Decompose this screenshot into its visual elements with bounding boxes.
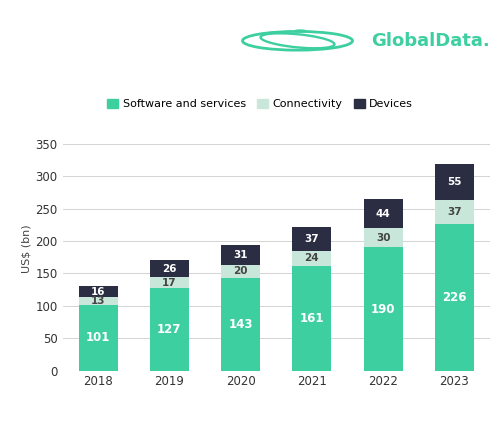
Text: Global IoT revenue by: Global IoT revenue by — [15, 12, 179, 25]
Bar — [221, 278, 260, 371]
Text: 101: 101 — [86, 332, 110, 344]
Text: technology segment ($bn),: technology segment ($bn), — [15, 36, 218, 49]
Text: 44: 44 — [376, 209, 390, 219]
Bar — [292, 266, 332, 371]
Text: 26: 26 — [162, 264, 176, 274]
Text: 17: 17 — [162, 278, 176, 288]
Text: 190: 190 — [371, 303, 396, 315]
Bar — [78, 297, 118, 305]
Text: 161: 161 — [300, 312, 324, 325]
Text: 16: 16 — [91, 286, 106, 297]
Text: 127: 127 — [157, 323, 182, 336]
Bar — [221, 245, 260, 265]
Bar — [150, 277, 189, 288]
Circle shape — [294, 30, 306, 32]
Text: 37: 37 — [304, 234, 319, 244]
Text: 55: 55 — [447, 177, 462, 187]
Text: 20: 20 — [234, 266, 248, 276]
Text: 30: 30 — [376, 233, 390, 243]
Y-axis label: US$ (bn): US$ (bn) — [21, 225, 31, 273]
Bar — [221, 265, 260, 278]
Bar — [364, 247, 403, 371]
Bar — [78, 286, 118, 297]
Bar — [435, 200, 474, 224]
Bar — [435, 224, 474, 371]
Bar — [150, 288, 189, 371]
Text: 24: 24 — [304, 253, 319, 264]
Bar — [78, 305, 118, 371]
Text: 13: 13 — [91, 296, 106, 306]
Bar — [435, 164, 474, 200]
Legend: Software and services, Connectivity, Devices: Software and services, Connectivity, Dev… — [102, 94, 418, 114]
Bar — [292, 227, 332, 251]
Bar — [364, 228, 403, 247]
Bar — [150, 261, 189, 277]
Bar — [292, 251, 332, 266]
Text: 143: 143 — [228, 318, 253, 331]
Text: 226: 226 — [442, 291, 466, 304]
Text: 37: 37 — [447, 207, 462, 217]
Text: 2018–2023: 2018–2023 — [15, 60, 95, 73]
Text: 31: 31 — [234, 250, 248, 260]
Text: Source: GlobalData, Technology Intelligence Centre: Source: GlobalData, Technology Intellige… — [70, 396, 430, 408]
Bar — [364, 199, 403, 228]
Text: GlobalData.: GlobalData. — [371, 32, 490, 50]
